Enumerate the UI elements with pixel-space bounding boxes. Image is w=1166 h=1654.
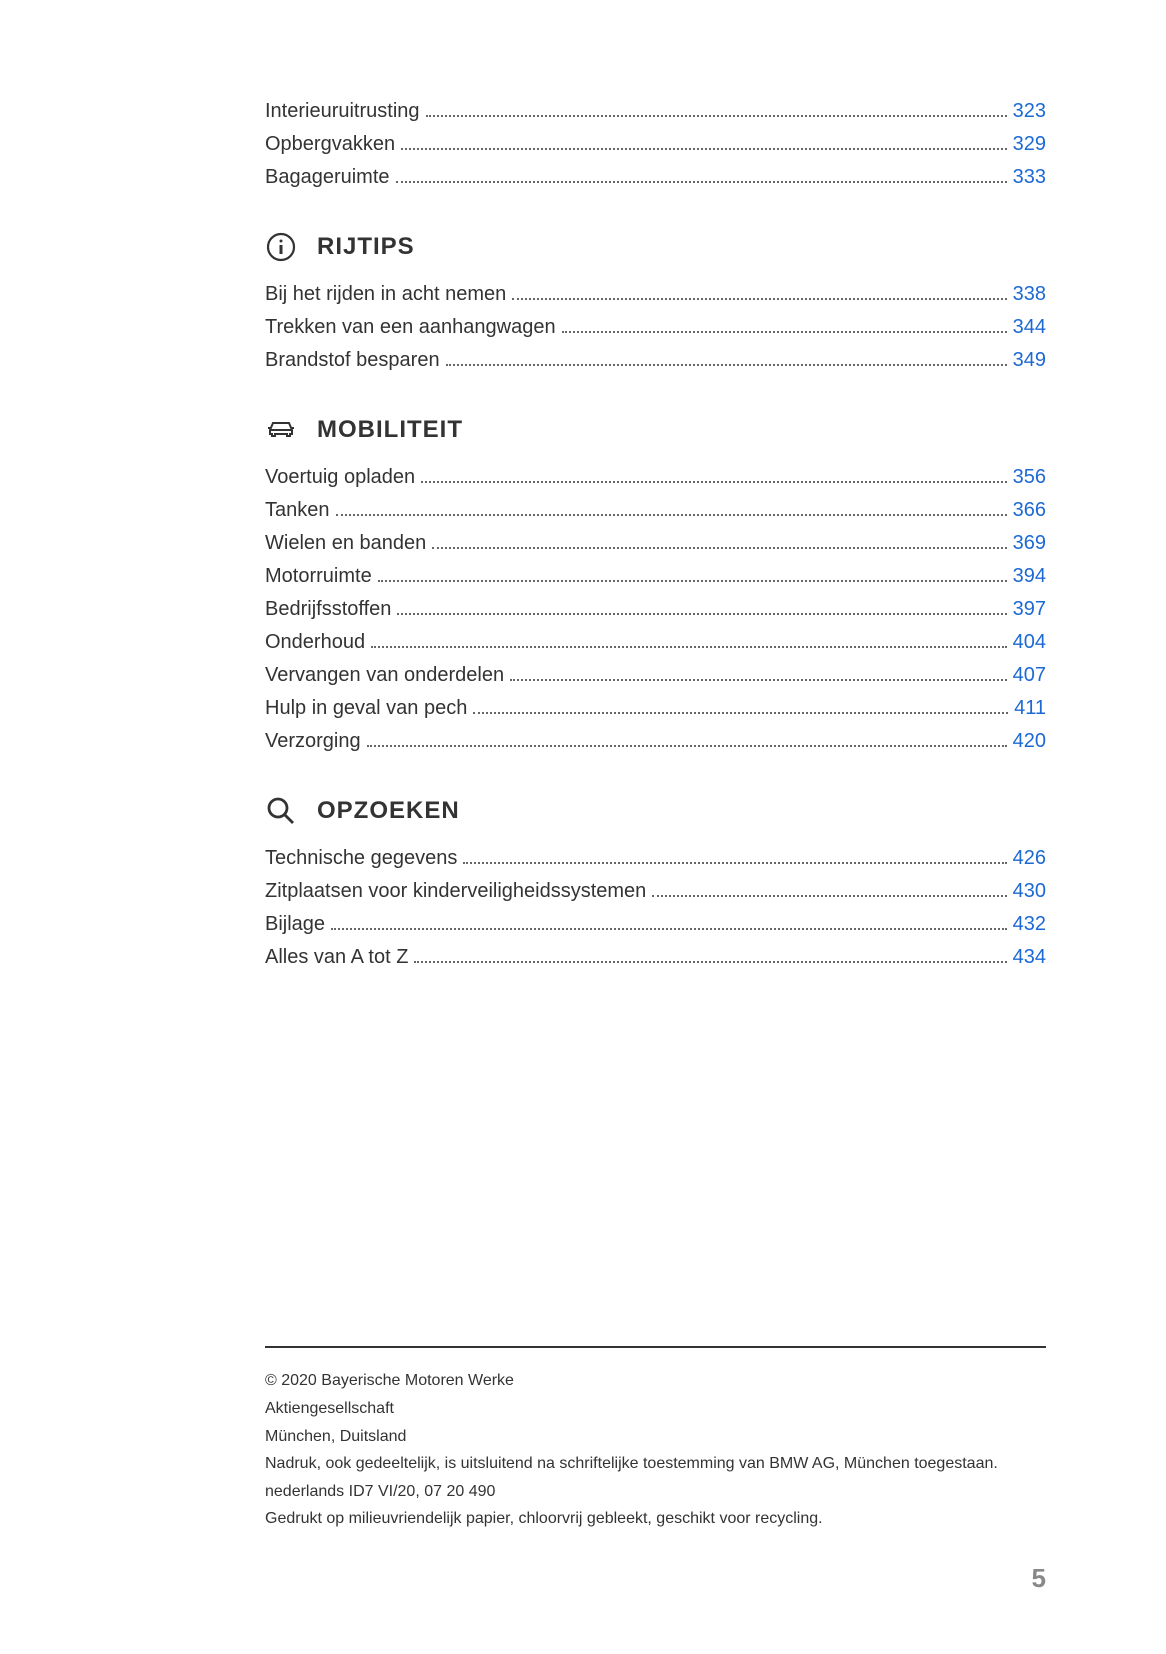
footer-line: nederlands ID7 VI/20, 07 20 490: [265, 1479, 1046, 1505]
toc-label: Technische gegevens: [265, 847, 457, 870]
toc-page[interactable]: 411: [1014, 697, 1046, 720]
toc-dots: [367, 745, 1007, 747]
toc-dots: [421, 481, 1006, 483]
toc-entry[interactable]: Hulp in geval van pech 411: [265, 697, 1046, 720]
toc-page[interactable]: 430: [1013, 880, 1046, 903]
toc-entry[interactable]: Zitplaatsen voor kinderveiligheidssystem…: [265, 880, 1046, 903]
toc-page[interactable]: 369: [1013, 532, 1046, 555]
toc-label: Bij het rijden in acht nemen: [265, 283, 506, 306]
toc-entry[interactable]: Bedrijfsstoffen 397: [265, 598, 1046, 621]
toc-entry[interactable]: Bijlage 432: [265, 913, 1046, 936]
toc-label: Bedrijfsstoffen: [265, 598, 391, 621]
toc-entry[interactable]: Voertuig opladen 356: [265, 466, 1046, 489]
footer-wrapper: © 2020 Bayerische Motoren Werke Aktienge…: [0, 1346, 1166, 1534]
section-list-rijtips: Bij het rijden in acht nemen 338 Trekken…: [265, 283, 1046, 372]
section-header-rijtips: RIJTIPS: [265, 231, 1046, 263]
toc-entry[interactable]: Opbergvakken 329: [265, 133, 1046, 156]
toc-label: Trekken van een aanhangwagen: [265, 316, 556, 339]
toc-dots: [331, 928, 1007, 930]
toc-label: Brandstof besparen: [265, 349, 440, 372]
toc-content: Interieuruitrusting 323 Opbergvakken 329…: [0, 0, 1166, 969]
toc-page[interactable]: 333: [1013, 166, 1046, 189]
info-icon: [265, 231, 297, 263]
toc-page[interactable]: 349: [1013, 349, 1046, 372]
toc-page[interactable]: 426: [1013, 847, 1046, 870]
toc-entry[interactable]: Tanken 366: [265, 499, 1046, 522]
toc-page[interactable]: 344: [1013, 316, 1046, 339]
search-icon: [265, 795, 297, 827]
toc-page[interactable]: 397: [1013, 598, 1046, 621]
toc-entry[interactable]: Brandstof besparen 349: [265, 349, 1046, 372]
toc-page[interactable]: 434: [1013, 946, 1046, 969]
toc-dots: [396, 181, 1007, 183]
pre-section-list: Interieuruitrusting 323 Opbergvakken 329…: [265, 100, 1046, 189]
toc-entry[interactable]: Bagageruimte 333: [265, 166, 1046, 189]
toc-entry[interactable]: Technische gegevens 426: [265, 847, 1046, 870]
toc-entry[interactable]: Verzorging 420: [265, 730, 1046, 753]
footer-line: Gedrukt op milieuvriendelijk papier, chl…: [265, 1506, 1046, 1532]
toc-dots: [432, 547, 1006, 549]
toc-entry[interactable]: Wielen en banden 369: [265, 532, 1046, 555]
toc-dots: [378, 580, 1007, 582]
toc-label: Voertuig opladen: [265, 466, 415, 489]
toc-page[interactable]: 407: [1013, 664, 1046, 687]
section-list-mobiliteit: Voertuig opladen 356 Tanken 366 Wielen e…: [265, 466, 1046, 753]
section-header-mobiliteit: MOBILITEIT: [265, 414, 1046, 446]
toc-label: Onderhoud: [265, 631, 365, 654]
toc-entry[interactable]: Vervangen van onderdelen 407: [265, 664, 1046, 687]
toc-page[interactable]: 404: [1013, 631, 1046, 654]
toc-page[interactable]: 338: [1013, 283, 1046, 306]
toc-page[interactable]: 432: [1013, 913, 1046, 936]
footer: © 2020 Bayerische Motoren Werke Aktienge…: [0, 1348, 1166, 1532]
toc-label: Bijlage: [265, 913, 325, 936]
toc-dots: [397, 613, 1006, 615]
toc-label: Hulp in geval van pech: [265, 697, 467, 720]
toc-dots: [414, 961, 1006, 963]
toc-page[interactable]: 323: [1013, 100, 1046, 123]
toc-page[interactable]: 420: [1013, 730, 1046, 753]
toc-entry[interactable]: Interieuruitrusting 323: [265, 100, 1046, 123]
toc-dots: [512, 298, 1006, 300]
toc-label: Vervangen van onderdelen: [265, 664, 504, 687]
toc-dots: [510, 679, 1007, 681]
toc-label: Bagageruimte: [265, 166, 390, 189]
toc-entry[interactable]: Onderhoud 404: [265, 631, 1046, 654]
toc-dots: [371, 646, 1007, 648]
toc-label: Interieuruitrusting: [265, 100, 420, 123]
toc-dots: [336, 514, 1007, 516]
toc-entry[interactable]: Motorruimte 394: [265, 565, 1046, 588]
toc-dots: [401, 148, 1007, 150]
toc-label: Opbergvakken: [265, 133, 395, 156]
toc-entry[interactable]: Trekken van een aanhangwagen 344: [265, 316, 1046, 339]
toc-dots: [446, 364, 1007, 366]
toc-dots: [652, 895, 1006, 897]
toc-label: Tanken: [265, 499, 330, 522]
footer-line: Aktiengesellschaft: [265, 1396, 1046, 1422]
section-title: RIJTIPS: [317, 233, 415, 261]
toc-dots: [473, 712, 1008, 714]
toc-label: Verzorging: [265, 730, 361, 753]
page-number: 5: [1032, 1563, 1046, 1594]
toc-label: Wielen en banden: [265, 532, 426, 555]
toc-dots: [562, 331, 1007, 333]
toc-label: Zitplaatsen voor kinderveiligheidssystem…: [265, 880, 646, 903]
footer-line: © 2020 Bayerische Motoren Werke: [265, 1368, 1046, 1394]
toc-label: Alles van A tot Z: [265, 946, 408, 969]
toc-page[interactable]: 394: [1013, 565, 1046, 588]
toc-page[interactable]: 366: [1013, 499, 1046, 522]
section-header-opzoeken: OPZOEKEN: [265, 795, 1046, 827]
section-title: MOBILITEIT: [317, 416, 463, 444]
section-title: OPZOEKEN: [317, 797, 460, 825]
toc-dots: [426, 115, 1007, 117]
section-list-opzoeken: Technische gegevens 426 Zitplaatsen voor…: [265, 847, 1046, 969]
toc-page[interactable]: 356: [1013, 466, 1046, 489]
toc-label: Motorruimte: [265, 565, 372, 588]
toc-dots: [463, 862, 1006, 864]
footer-line: Nadruk, ook gedeeltelijk, is uitsluitend…: [265, 1451, 1046, 1477]
toc-entry[interactable]: Bij het rijden in acht nemen 338: [265, 283, 1046, 306]
toc-entry[interactable]: Alles van A tot Z 434: [265, 946, 1046, 969]
footer-line: München, Duitsland: [265, 1424, 1046, 1450]
toc-page[interactable]: 329: [1013, 133, 1046, 156]
car-icon: [265, 414, 297, 446]
